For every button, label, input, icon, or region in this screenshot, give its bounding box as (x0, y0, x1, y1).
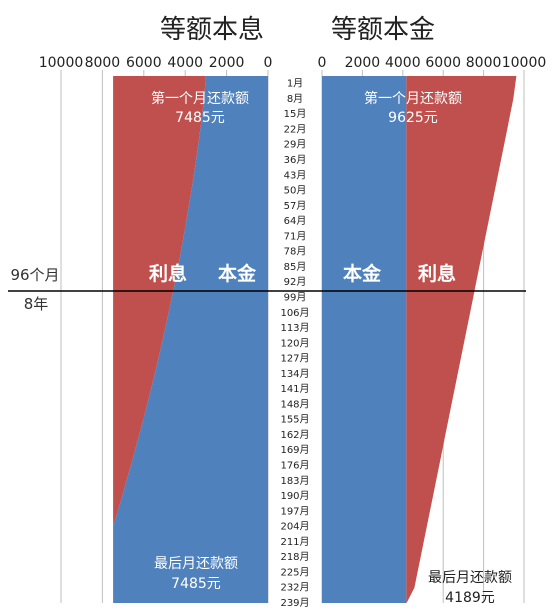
month-label: 36月 (284, 154, 307, 166)
right-area-series (322, 76, 517, 603)
month-label: 78月 (284, 246, 307, 258)
right-first-month-label: 第一个月还款额 (364, 90, 462, 107)
right-series-interest-label: 利息 (418, 262, 456, 285)
month-label: 169月 (280, 444, 309, 456)
month-label: 43月 (284, 169, 307, 181)
divider-months-label: 96个月 (10, 266, 59, 284)
month-label: 64月 (284, 215, 307, 227)
right-x-tick-labels: 0 2000 4000 6000 8000 10000 (318, 55, 547, 71)
month-label: 183月 (280, 475, 309, 487)
right-last-month-value: 4189元 (445, 590, 495, 606)
month-label: 162月 (280, 429, 309, 441)
right-x-tick-label: 4000 (385, 55, 421, 71)
month-label: 15月 (284, 108, 307, 120)
month-label: 92月 (284, 276, 307, 288)
right-x-tick-label: 0 (318, 55, 327, 71)
left-series-principal-label: 本金 (218, 262, 257, 285)
month-label: 57月 (284, 200, 307, 212)
left-last-month-label: 最后月还款额 (154, 556, 238, 572)
month-label: 197月 (280, 505, 309, 517)
month-label: 155月 (280, 414, 309, 426)
month-axis-labels: 1月 8月 15月 22月 29月 36月 43月 50月 57月 64月 71月 78月 85月 92月… (280, 78, 309, 609)
month-label: 71月 (284, 230, 307, 242)
right-area-interest (406, 76, 517, 603)
month-label: 50月 (284, 185, 307, 197)
left-last-month-value: 7485元 (171, 576, 221, 592)
right-x-tick-label: 10000 (502, 55, 547, 71)
month-label: 204月 (280, 521, 309, 533)
left-x-tick-labels: 10000 8000 6000 4000 2000 0 (39, 55, 273, 71)
left-x-tick-label: 8000 (85, 55, 121, 71)
left-x-tick-label: 6000 (126, 55, 162, 71)
right-series-principal-label: 本金 (343, 262, 382, 285)
left-chart-title: 等额本息 (160, 15, 264, 45)
left-first-month-value: 7485元 (175, 110, 225, 126)
right-chart-title: 等额本金 (331, 15, 435, 45)
right-x-tick-label: 8000 (466, 55, 502, 71)
divider-years-label: 8年 (24, 295, 49, 313)
right-first-month-value: 9625元 (388, 110, 438, 126)
month-label: 148月 (280, 398, 309, 410)
left-x-tick-label: 0 (264, 55, 273, 71)
left-area-interest (113, 76, 206, 603)
left-first-month-label: 第一个月还款额 (151, 90, 249, 107)
month-label: 239月 (280, 597, 309, 609)
left-area-series (113, 76, 268, 603)
month-label: 106月 (280, 307, 309, 319)
right-area-principal (322, 76, 407, 603)
month-label: 99月 (284, 291, 307, 303)
month-label: 8月 (287, 93, 303, 105)
left-series-interest-label: 利息 (149, 262, 187, 285)
month-label: 141月 (280, 383, 309, 395)
left-x-tick-label: 10000 (39, 55, 84, 71)
month-label: 176月 (280, 460, 309, 472)
month-label: 113月 (280, 322, 309, 334)
month-label: 232月 (280, 582, 309, 594)
month-label: 85月 (284, 261, 307, 273)
month-label: 218月 (280, 551, 309, 563)
month-label: 190月 (280, 490, 309, 502)
month-label: 22月 (284, 123, 307, 135)
left-area-principal (113, 76, 268, 603)
month-label: 127月 (280, 353, 309, 365)
month-label: 1月 (287, 78, 303, 90)
month-label: 225月 (280, 566, 309, 578)
month-label: 120月 (280, 337, 309, 349)
left-x-tick-label: 2000 (209, 55, 245, 71)
right-x-tick-label: 2000 (345, 55, 381, 71)
right-last-month-label: 最后月还款额 (428, 570, 512, 586)
month-label: 134月 (280, 368, 309, 380)
right-x-tick-label: 6000 (425, 55, 461, 71)
month-label: 211月 (280, 536, 309, 548)
month-label: 29月 (284, 139, 307, 151)
left-x-tick-label: 4000 (167, 55, 203, 71)
